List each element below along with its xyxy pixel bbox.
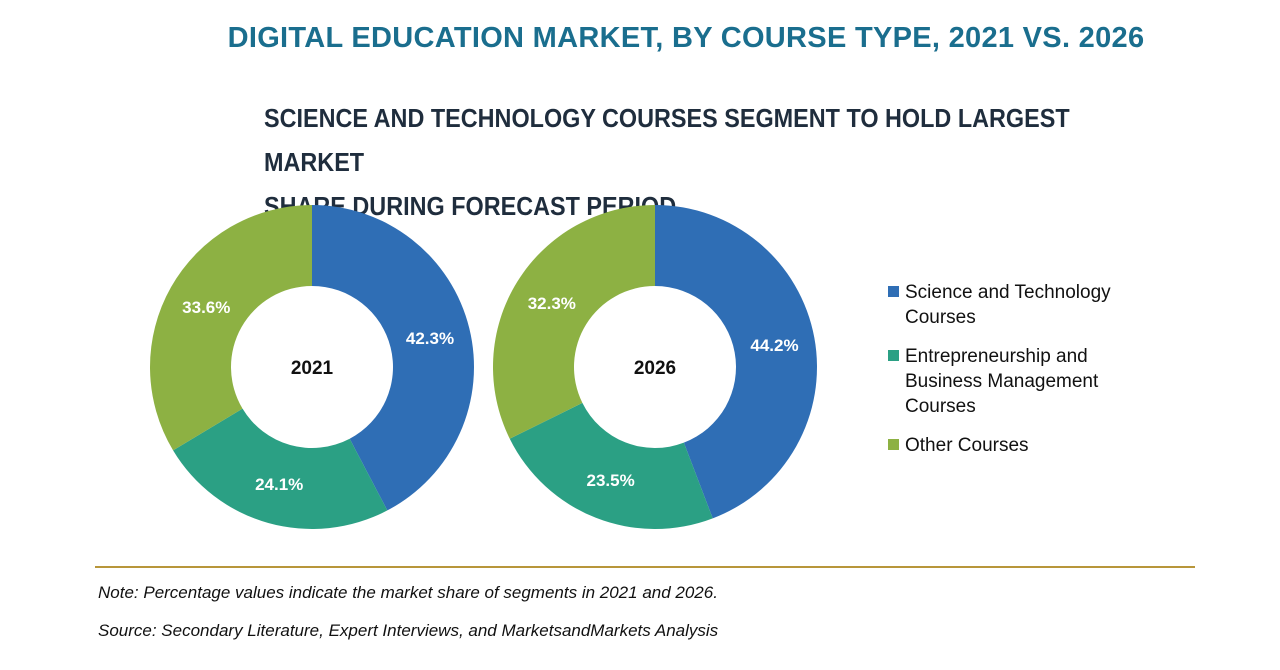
- legend-label-other-courses: Other Courses: [905, 435, 1029, 456]
- donut-2026-label-entrepreneurship: 23.5%: [587, 471, 635, 490]
- chart-title: DIGITAL EDUCATION MARKET, BY COURSE TYPE…: [227, 22, 1145, 54]
- donut-2021-label-other-courses: 33.6%: [182, 298, 230, 317]
- donut-2021-label-science-technology: 42.3%: [406, 329, 454, 348]
- legend-swatch-entrepreneurship: [888, 350, 899, 361]
- donut-2021-slice-science-technology: [312, 205, 475, 511]
- donut-2026-slice-other-courses: [493, 205, 655, 439]
- legend-swatch-other-courses: [888, 439, 899, 450]
- legend-item-entrepreneurship: Entrepreneurship and Business Management…: [888, 344, 1168, 419]
- donut-charts: 42.3% 24.1% 33.6% 2021 44.2% 23.5% 32.3% 2026: [149, 205, 817, 529]
- legend-item-other-courses: Other Courses: [888, 433, 1168, 458]
- donut-2026-slice-science-technology: [655, 205, 817, 519]
- donut-2026-slice-entrepreneurship: [509, 402, 713, 529]
- legend-label-science-technology: Science and Technology Courses: [905, 282, 1111, 328]
- legend: Science and Technology Courses Entrepren…: [888, 280, 1168, 472]
- legend-swatch-science-technology: [888, 286, 899, 297]
- source-note: Source: Secondary Literature, Expert Int…: [98, 621, 719, 640]
- donut-2026-label-science-technology: 44.2%: [750, 336, 798, 355]
- footnote: Note: Percentage values indicate the mar…: [98, 583, 718, 602]
- subtitle-line-1: SCIENCE AND TECHNOLOGY COURSES SEGMENT T…: [264, 103, 1070, 177]
- donut-2026-center-label: 2026: [634, 358, 676, 379]
- donut-2021-slice-other-courses: [149, 205, 312, 451]
- footer-divider: [95, 566, 1195, 568]
- legend-item-science-technology: Science and Technology Courses: [888, 280, 1168, 330]
- donut-2021-center-label: 2021: [291, 358, 334, 379]
- legend-label-entrepreneurship: Entrepreneurship and Business Management…: [905, 346, 1099, 417]
- donut-2021-slice-entrepreneurship: [173, 408, 388, 529]
- donut-2021-label-entrepreneurship: 24.1%: [255, 475, 303, 494]
- donut-2026-label-other-courses: 32.3%: [528, 294, 576, 313]
